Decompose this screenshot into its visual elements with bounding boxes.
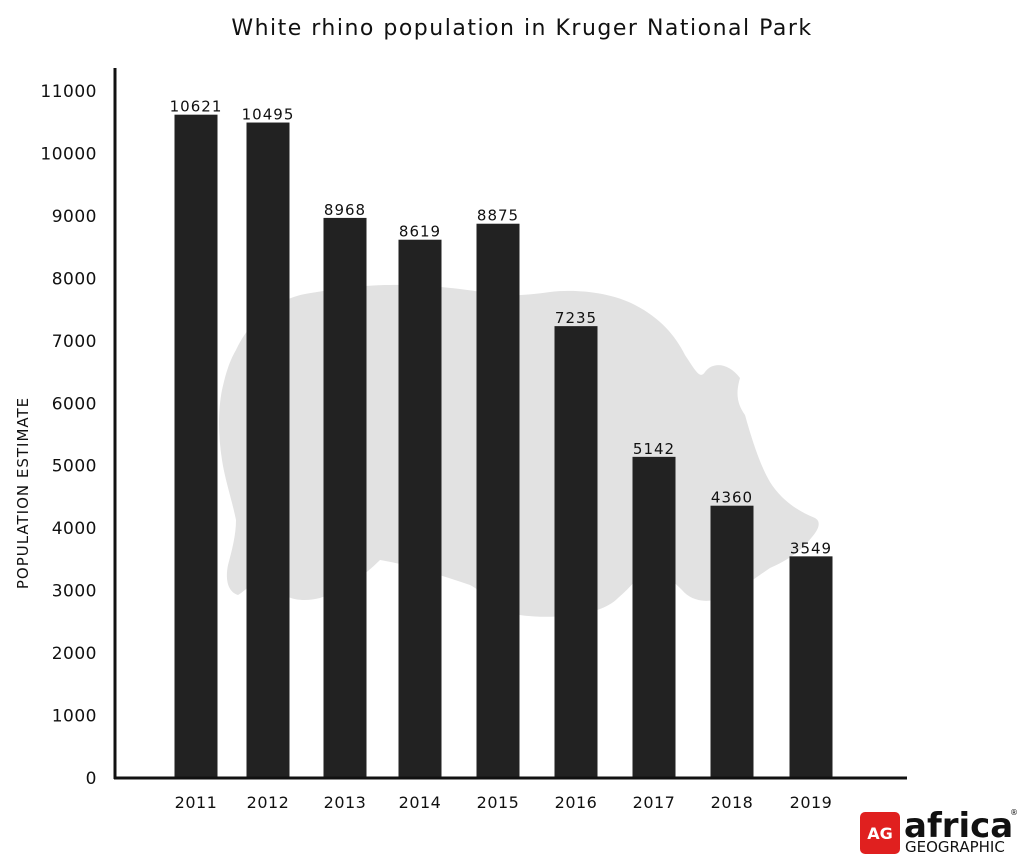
bar-2011 — [174, 114, 218, 778]
data-label-2015: 8875 — [477, 207, 519, 225]
x-tick-label: 2013 — [324, 793, 367, 812]
x-tick-label: 2016 — [555, 793, 598, 812]
africa-geographic-logo: AG africa GEOGRAPHIC ® — [860, 806, 1018, 856]
data-label-2017: 5142 — [633, 440, 675, 458]
logo-subtitle: GEOGRAPHIC — [905, 838, 1005, 856]
bar-2015 — [476, 223, 520, 778]
y-axis-ticks: 0 1000 2000 3000 4000 5000 6000 7000 8000 9000 100… — [40, 82, 97, 789]
y-tick-label: 10000 — [40, 144, 97, 164]
x-tick-label: 2017 — [633, 793, 676, 812]
bar-2019 — [789, 556, 833, 778]
logo-name: africa — [904, 806, 1013, 846]
logo-badge — [860, 812, 900, 854]
x-tick-label: 2019 — [790, 793, 833, 812]
y-tick-label: 0 — [86, 769, 97, 789]
bar-2014 — [398, 239, 442, 778]
x-tick-label: 2014 — [399, 793, 442, 812]
data-labels: 10621 10495 8968 8619 8875 7235 5142 4360 3549 — [170, 98, 832, 558]
data-label-2016: 7235 — [555, 309, 597, 327]
chart-title: White rhino population in Kruger Nationa… — [231, 16, 812, 41]
y-tick-label: 1000 — [52, 707, 97, 727]
y-tick-label: 4000 — [52, 519, 97, 539]
x-tick-label: 2011 — [175, 793, 218, 812]
y-tick-label: 3000 — [52, 582, 97, 602]
bar-2012 — [246, 122, 290, 778]
data-label-2011: 10621 — [170, 98, 223, 116]
logo-badge-text: AG — [867, 824, 893, 843]
y-tick-label: 5000 — [52, 457, 97, 477]
x-axis-ticks: 2011 2012 2013 2014 2015 2016 2017 2018 2019 — [175, 793, 833, 812]
bar-2013 — [323, 217, 367, 778]
data-label-2018: 4360 — [711, 489, 753, 507]
data-label-2012: 10495 — [242, 106, 295, 124]
y-tick-label: 2000 — [52, 644, 97, 664]
data-label-2014: 8619 — [399, 223, 441, 241]
y-tick-label: 9000 — [52, 207, 97, 227]
y-tick-label: 6000 — [52, 394, 97, 414]
x-tick-label: 2015 — [477, 793, 520, 812]
data-label-2019: 3549 — [790, 539, 832, 557]
y-axis-label: POPULATION ESTIMATE — [14, 397, 32, 589]
y-tick-label: 8000 — [52, 269, 97, 289]
logo-registered-mark: ® — [1010, 808, 1018, 817]
bar-2016 — [554, 326, 598, 778]
bars — [174, 114, 833, 778]
data-label-2013: 8968 — [324, 201, 366, 219]
bar-2017 — [632, 456, 676, 778]
x-tick-label: 2012 — [247, 793, 290, 812]
bar-2018 — [710, 505, 754, 778]
y-tick-label: 7000 — [52, 332, 97, 352]
x-tick-label: 2018 — [711, 793, 754, 812]
y-tick-label: 11000 — [40, 82, 97, 102]
